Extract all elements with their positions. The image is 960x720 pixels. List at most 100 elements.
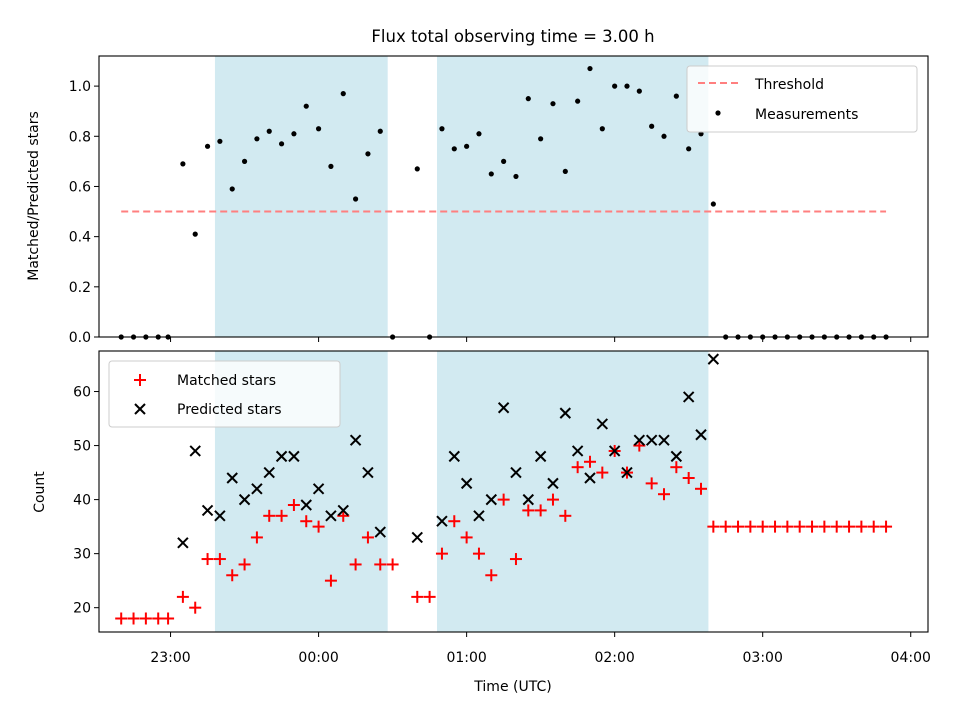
bottom-shaded-intervals (214, 351, 709, 632)
matched-star-point (472, 547, 485, 560)
predicted-star-point (658, 434, 670, 446)
predicted-star-point (485, 493, 498, 506)
measurement-point (352, 196, 359, 202)
matched-star-point (275, 509, 288, 522)
predicted-star-point (534, 450, 547, 463)
measurement-point (340, 91, 346, 97)
measurement-point (525, 96, 531, 102)
top-shaded-interval-0 (214, 56, 388, 337)
predicted-star-point (411, 531, 423, 544)
top-y-tick-label: 0.2 (69, 280, 91, 296)
matched-star-point (855, 520, 868, 533)
measurement-point (661, 133, 667, 139)
matched-star-point (658, 488, 671, 501)
measurement-point (599, 126, 605, 132)
top-y-tick-label: 0.6 (69, 179, 91, 195)
legend-measurements-swatch (715, 110, 721, 116)
predicted-star-point (707, 353, 720, 365)
top-x-ticks (170, 337, 912, 342)
measurement-point (513, 173, 519, 180)
predicted-star-point (337, 504, 349, 517)
top-y-axis-label: Matched/Predicted stars (26, 111, 42, 281)
matched-star-point (732, 520, 745, 533)
measurement-point (451, 146, 457, 152)
measurement-point (439, 126, 445, 132)
predicted-star-point (522, 493, 535, 506)
predicted-star-point (460, 477, 473, 490)
top-shaded-intervals (214, 56, 709, 337)
measurement-point (673, 93, 679, 99)
measurement-point (377, 128, 383, 134)
top-shaded-interval-1 (437, 56, 709, 337)
matched-star-point (670, 461, 683, 474)
predicted-star-point (448, 450, 460, 463)
measurement-point (414, 166, 420, 172)
predicted-star-point (584, 472, 596, 484)
matched-star-point (127, 612, 140, 625)
matched-star-point (695, 482, 708, 495)
predicted-star-point (547, 477, 559, 490)
matched-star-point (497, 493, 510, 506)
predicted-star-point (300, 499, 312, 511)
top-y-tick-label: 0.4 (69, 230, 91, 246)
matched-star-point (719, 520, 732, 533)
predicted-star-point (621, 466, 633, 479)
measurement-point (291, 131, 297, 137)
predicted-star-point (559, 407, 572, 419)
matched-star-point (312, 520, 325, 533)
matched-star-point (423, 590, 436, 603)
legend-measurements-label: Measurements (755, 107, 858, 123)
bottom-legend-box (108, 360, 341, 428)
matched-star-points (115, 439, 893, 625)
matched-star-point (769, 520, 782, 533)
matched-star-point (522, 504, 535, 517)
measurement-point (204, 143, 211, 149)
matched-star-point (509, 553, 522, 566)
predicted-star-point (374, 526, 386, 538)
measurement-point (254, 136, 260, 142)
measurement-point (278, 141, 285, 147)
measurement-point (315, 126, 322, 132)
matched-star-point (115, 612, 128, 625)
predicted-star-point (201, 504, 214, 517)
bottom-axes-frame (98, 350, 929, 633)
predicted-star-point (275, 450, 288, 463)
matched-star-point (226, 569, 239, 582)
matched-star-point (707, 520, 720, 533)
measurement-point (538, 136, 544, 142)
matched-star-point (571, 461, 584, 474)
matched-star-point (162, 612, 175, 625)
measurement-point (328, 163, 334, 169)
measurement-point (241, 158, 248, 164)
predicted-star-points (177, 353, 720, 549)
top-legend-box (686, 65, 918, 133)
measurement-point (624, 83, 630, 89)
bottom-y-tick-label: 40 (73, 493, 91, 509)
measurement-point (710, 201, 716, 207)
top-axes-frame (98, 55, 929, 338)
measurement-point (464, 143, 470, 149)
x-tick-label: 00:00 (298, 650, 338, 666)
matched-star-point (534, 504, 547, 517)
predicted-star-point (608, 445, 621, 457)
matched-star-point (411, 590, 424, 603)
matched-star-point (435, 547, 448, 560)
matched-star-point (559, 509, 572, 522)
bottom-y-ticks: 20 30 40 50 60 (73, 385, 99, 617)
legend-threshold-label: Threshold (754, 77, 824, 93)
predicted-star-point (510, 466, 522, 479)
predicted-star-point (177, 537, 189, 549)
matched-star-point (300, 515, 313, 528)
measurement-point (562, 168, 568, 175)
measurement-point (229, 186, 235, 192)
top-y-tick-label: 1.0 (69, 79, 91, 95)
measurement-point (501, 158, 507, 164)
matched-star-point (756, 520, 769, 533)
bottom-y-tick-label: 60 (73, 385, 91, 401)
matched-star-point (238, 558, 251, 571)
predicted-star-point (349, 434, 362, 446)
legend-matched-swatch (134, 374, 146, 386)
matched-star-point (287, 499, 300, 512)
measurement-point (649, 123, 655, 129)
